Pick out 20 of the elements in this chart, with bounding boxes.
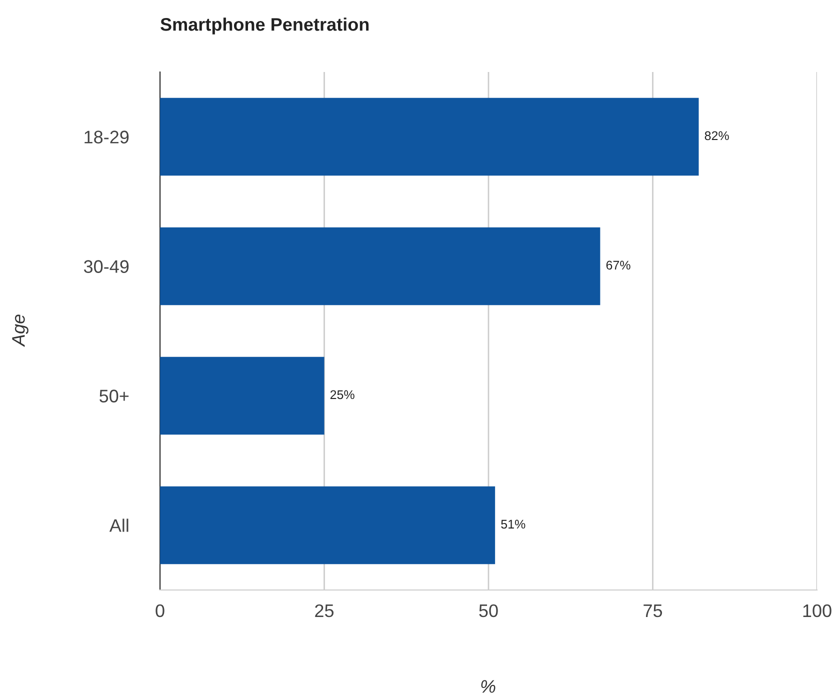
bar: [160, 98, 699, 176]
x-axis-title: %: [481, 680, 496, 693]
data-label: 67%: [606, 260, 630, 270]
data-label: 51%: [501, 520, 526, 529]
bar: [160, 356, 324, 435]
x-tick-label: 25: [315, 604, 334, 618]
bar: [160, 227, 600, 306]
y-tick-label: All: [109, 518, 128, 532]
y-axis-title: Age: [12, 314, 28, 347]
bar: [160, 486, 496, 564]
chart-title: Smartphone Penetration: [160, 18, 369, 34]
y-tick-label: 50+: [100, 390, 129, 402]
x-tick-label: 100: [803, 604, 832, 618]
x-tick-label: 0: [156, 604, 164, 618]
data-label: 25%: [330, 390, 354, 400]
x-tick-label: 75: [644, 604, 662, 618]
y-tick-label: 30-49: [84, 260, 129, 273]
y-tick-label: 18-29: [84, 130, 129, 144]
data-label: 82%: [704, 131, 729, 140]
x-tick-label: 50: [479, 604, 498, 618]
